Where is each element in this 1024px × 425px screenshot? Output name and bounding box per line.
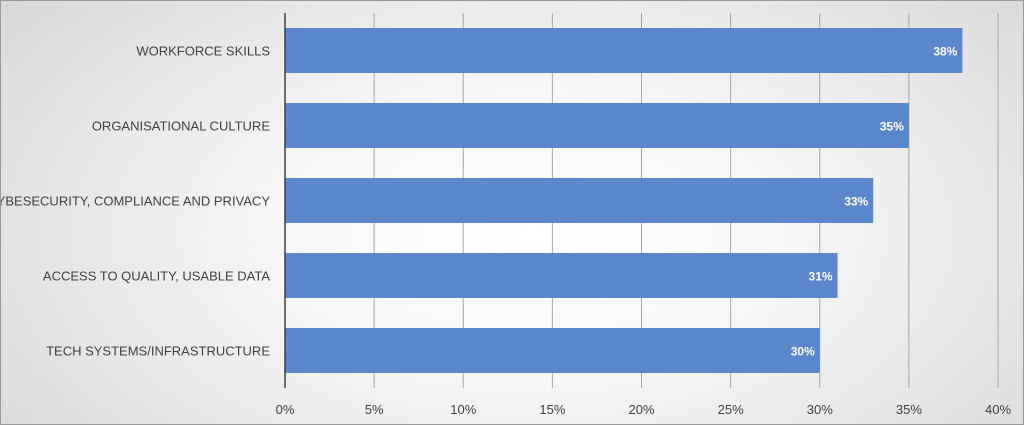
data-label: 30%: [791, 345, 815, 359]
bar: [285, 253, 838, 298]
bar: [285, 328, 820, 373]
data-label: 31%: [809, 270, 833, 284]
data-label: 33%: [844, 195, 868, 209]
x-tick-label: 0%: [276, 402, 295, 417]
x-tick-label: 30%: [807, 402, 833, 417]
x-tick-label: 15%: [539, 402, 565, 417]
bar: [285, 103, 909, 148]
x-tick-label: 40%: [985, 402, 1011, 417]
bar: [285, 178, 874, 223]
bars: [285, 28, 963, 373]
category-label: ORGANISATIONAL CULTURE: [92, 119, 271, 134]
x-tick-label: 35%: [896, 402, 922, 417]
x-tick-label: 5%: [365, 402, 384, 417]
category-label: ACCESS TO QUALITY, USABLE DATA: [43, 269, 270, 284]
category-label: CYBESECURITY, COMPLIANCE AND PRIVACY: [1, 194, 270, 209]
x-tick-label: 20%: [628, 402, 654, 417]
data-label: 38%: [933, 45, 957, 59]
labels: 0% 5% 10% 15% 20% 25% 30% 35% 40% WORKFORCE SKILL…: [1, 44, 1011, 418]
data-label: 35%: [880, 120, 904, 134]
bar: [285, 28, 963, 73]
x-tick-label: 25%: [718, 402, 744, 417]
category-label: TECH SYSTEMS/INFRASTRUCTURE: [46, 344, 270, 359]
x-tick-label: 10%: [450, 402, 476, 417]
category-label: WORKFORCE SKILLS: [136, 44, 270, 59]
